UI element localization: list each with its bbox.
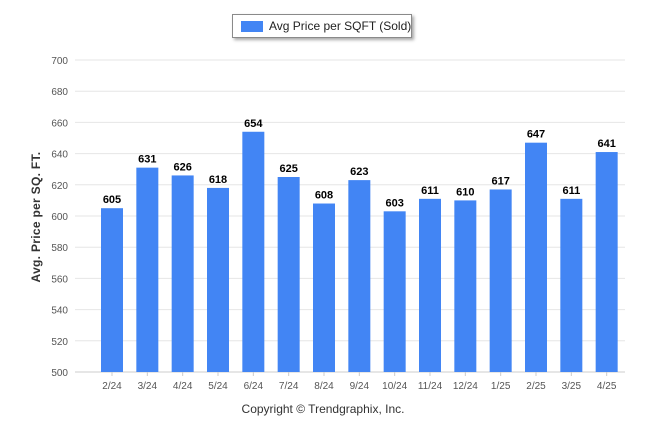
bar-value-label: 608	[315, 190, 333, 202]
bar	[171, 175, 194, 372]
bar	[242, 131, 265, 372]
bar-value-label: 641	[597, 138, 615, 150]
y-tick-label: 660	[51, 118, 68, 129]
bar-value-label: 611	[421, 185, 439, 197]
y-tick-label: 540	[51, 306, 68, 317]
bar	[313, 203, 335, 372]
x-tick-label: 7/24	[279, 381, 299, 392]
bar	[595, 152, 618, 372]
x-tick-label: 12/24	[453, 381, 478, 392]
y-tick-label: 700	[51, 56, 68, 67]
legend-swatch	[241, 21, 263, 32]
bar-value-label: 623	[350, 166, 368, 178]
bar-value-label: 647	[527, 129, 545, 141]
bar-value-label: 625	[279, 163, 297, 175]
x-tick-label: 10/24	[382, 381, 407, 392]
bar	[101, 208, 123, 372]
bar	[560, 198, 583, 372]
y-tick-label: 560	[51, 274, 68, 285]
x-tick-label: 11/24	[418, 381, 443, 392]
bar-value-label: 603	[385, 197, 403, 209]
legend: Avg Price per SQFT (Sold)	[232, 14, 412, 38]
x-tick-label: 4/24	[173, 381, 193, 392]
bar	[419, 198, 441, 372]
bar-value-label: 617	[491, 175, 509, 187]
bar	[207, 187, 229, 372]
bar-value-label: 631	[138, 154, 156, 166]
bar	[525, 142, 547, 372]
x-tick-label: 3/24	[138, 381, 158, 392]
x-tick-label: 1/25	[491, 381, 511, 392]
bar	[489, 189, 512, 372]
bar-value-label: 610	[456, 186, 474, 198]
bar	[383, 211, 406, 372]
bar-value-label: 618	[209, 174, 227, 186]
y-tick-label: 620	[51, 181, 68, 192]
x-tick-label: 2/24	[102, 381, 122, 392]
copyright-footer: Copyright © Trendgraphix, Inc.	[241, 402, 405, 416]
bar	[454, 200, 477, 372]
bar	[348, 180, 371, 372]
bar-value-label: 611	[562, 185, 580, 197]
bar-value-label: 605	[103, 194, 121, 206]
x-tick-label: 6/24	[244, 381, 264, 392]
bar-value-label: 654	[244, 118, 263, 130]
legend-label: Avg Price per SQFT (Sold)	[269, 19, 412, 33]
bar-value-label: 626	[173, 161, 191, 173]
y-tick-label: 680	[51, 87, 68, 98]
x-tick-label: 4/25	[597, 381, 617, 392]
x-tick-label: 8/24	[314, 381, 334, 392]
y-tick-label: 500	[51, 368, 68, 379]
y-tick-label: 600	[51, 212, 68, 223]
y-tick-label: 640	[51, 150, 68, 161]
x-tick-label: 3/25	[562, 381, 582, 392]
x-tick-label: 5/24	[208, 381, 228, 392]
bar	[136, 167, 159, 372]
bar	[277, 177, 300, 372]
x-tick-label: 9/24	[350, 381, 370, 392]
y-tick-label: 520	[51, 337, 68, 348]
x-tick-label: 2/25	[526, 381, 546, 392]
y-tick-label: 580	[51, 243, 68, 254]
